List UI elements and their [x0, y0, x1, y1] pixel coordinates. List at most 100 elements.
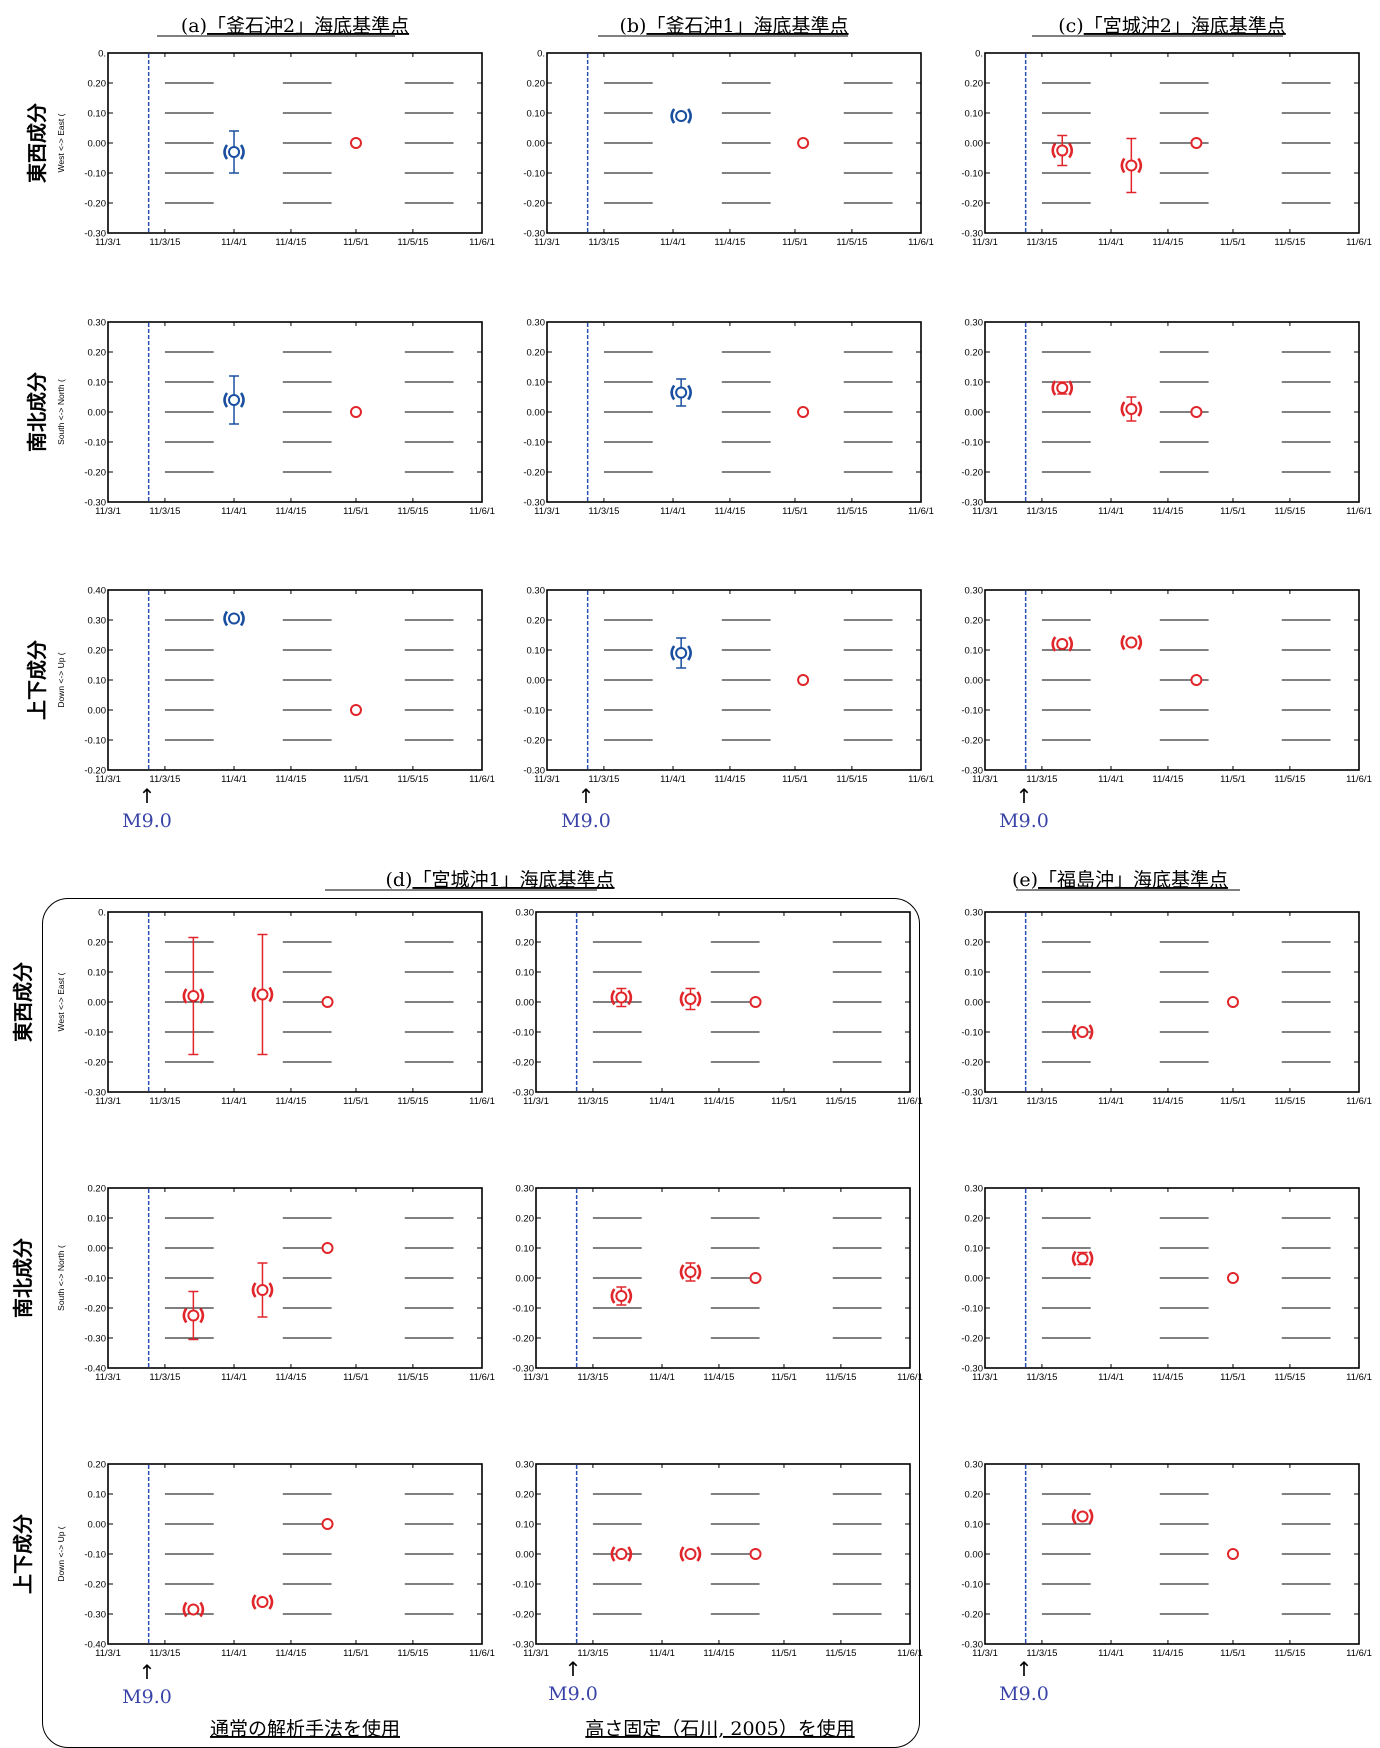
circle-marker-icon [749, 996, 762, 1008]
circle-marker-icon [1056, 382, 1069, 394]
y-tick-label: 0.30 [965, 1460, 984, 1471]
data-point [1190, 137, 1203, 149]
y-tick-label: 0.00 [965, 408, 984, 419]
x-tick-label: 11/4/1 [649, 1096, 675, 1107]
circle-marker-icon [228, 612, 241, 625]
up-arrow-icon: ↑ [1016, 784, 1033, 808]
y-tick-label: 0.20 [88, 1460, 107, 1471]
circle-marker-icon [256, 1284, 269, 1296]
y-tick-label: -0.10 [512, 1580, 534, 1591]
y-tick-label: -0.10 [523, 169, 545, 180]
x-tick-label: 11/3/15 [1026, 1648, 1057, 1659]
y-tick-label: -0.30 [961, 766, 983, 777]
y-tick-label: 0.20 [527, 616, 546, 627]
point-bracket [679, 991, 685, 1007]
quake-label: M9.0 [122, 1686, 172, 1708]
y-tick-label: -0.10 [961, 1028, 983, 1039]
circle-marker-icon [684, 993, 697, 1005]
y-tick-label: 0.20 [965, 79, 984, 90]
y-tick-label: 0.10 [88, 968, 107, 979]
x-tick-label: 11/5/15 [397, 237, 428, 248]
point-bracket [223, 144, 229, 160]
y-tick-label: 0.20 [88, 646, 107, 657]
x-tick-label: 11/5/1 [782, 237, 808, 248]
x-tick-label: 11/3/1 [534, 237, 560, 248]
y-tick-label: -0.10 [512, 1028, 534, 1039]
x-tick-label: 11/3/15 [588, 774, 619, 785]
point-bracket [627, 989, 633, 1006]
y-tick-label: -0.30 [961, 498, 983, 509]
data-point [749, 996, 762, 1008]
y-tick-label: -0.30 [961, 1640, 983, 1651]
up-arrow-icon: ↑ [578, 784, 595, 808]
y-tick-label: 0.10 [527, 109, 546, 120]
y-axis-label: Down <-> Up ( [56, 1526, 66, 1581]
point-bracket [1137, 401, 1143, 417]
point-bracket [251, 1594, 257, 1610]
y-tick-label: 0.20 [88, 1184, 107, 1195]
circle-marker-icon [187, 990, 200, 1002]
x-tick-label: 11/3/15 [149, 774, 180, 785]
point-bracket [1088, 1250, 1094, 1267]
row-label: 上下成分 [11, 1514, 35, 1594]
x-tick-label: 11/5/15 [1274, 1096, 1305, 1107]
point-bracket [1071, 1250, 1077, 1267]
x-tick-label: 11/4/1 [649, 1648, 675, 1659]
x-tick-label: 11/3/1 [534, 506, 560, 517]
x-tick-label: 11/6/1 [469, 506, 495, 517]
row-label: 南北成分 [25, 372, 49, 452]
x-tick-label: 11/3/15 [588, 237, 619, 248]
x-tick-label: 11/3/15 [1026, 506, 1057, 517]
x-tick-label: 11/5/1 [343, 1648, 369, 1659]
point-bracket [627, 1288, 633, 1304]
quake-marker: ↑M9.0 [548, 1657, 598, 1705]
y-tick-label: 0.30 [527, 586, 546, 597]
x-tick-label: 11/5/1 [1220, 237, 1246, 248]
point-bracket [610, 1288, 616, 1304]
x-tick-label: 11/3/1 [972, 237, 998, 248]
y-tick-label: 0.00 [965, 1274, 984, 1285]
point-bracket [610, 989, 616, 1006]
x-tick-label: 11/3/1 [972, 774, 998, 785]
y-tick-label: 0.20 [965, 938, 984, 949]
circle-marker-icon [615, 1548, 628, 1560]
up-arrow-icon: ↑ [139, 784, 156, 808]
y-tick-label: 0.00 [516, 1550, 535, 1561]
y-tick-label: 0.00 [527, 408, 546, 419]
x-tick-label: 11/5/15 [825, 1372, 856, 1383]
x-tick-label: 11/3/1 [972, 1096, 998, 1107]
point-bracket [268, 1594, 274, 1610]
y-tick-label: 0.10 [516, 1520, 535, 1531]
point-bracket [268, 986, 274, 1003]
y-tick-label: 0.00 [88, 1244, 107, 1255]
x-tick-label: 11/6/1 [897, 1372, 923, 1383]
point-bracket [1051, 636, 1057, 652]
circle-marker-icon [1076, 1510, 1089, 1523]
x-tick-label: 11/6/1 [908, 506, 934, 517]
y-tick-label: 0.00 [527, 676, 546, 687]
x-tick-label: 11/4/15 [714, 237, 745, 248]
y-tick-label: 0.00 [516, 998, 535, 1009]
y-tick-label: -0.10 [961, 1304, 983, 1315]
y-tick-label: -0.30 [84, 1088, 106, 1099]
data-point [182, 1290, 205, 1341]
x-tick-label: 11/4/1 [1098, 506, 1124, 517]
x-tick-label: 11/5/1 [1220, 1648, 1246, 1659]
x-tick-label: 11/5/15 [825, 1096, 856, 1107]
y-tick-label: 0.00 [88, 139, 107, 150]
data-point [1120, 634, 1143, 651]
data-point [321, 996, 334, 1008]
data-point [1226, 1548, 1239, 1560]
point-bracket [687, 645, 692, 661]
x-tick-label: 11/5/1 [782, 774, 808, 785]
y-tick-label: -0.10 [84, 1550, 106, 1561]
y-tick-label: -0.30 [84, 498, 106, 509]
